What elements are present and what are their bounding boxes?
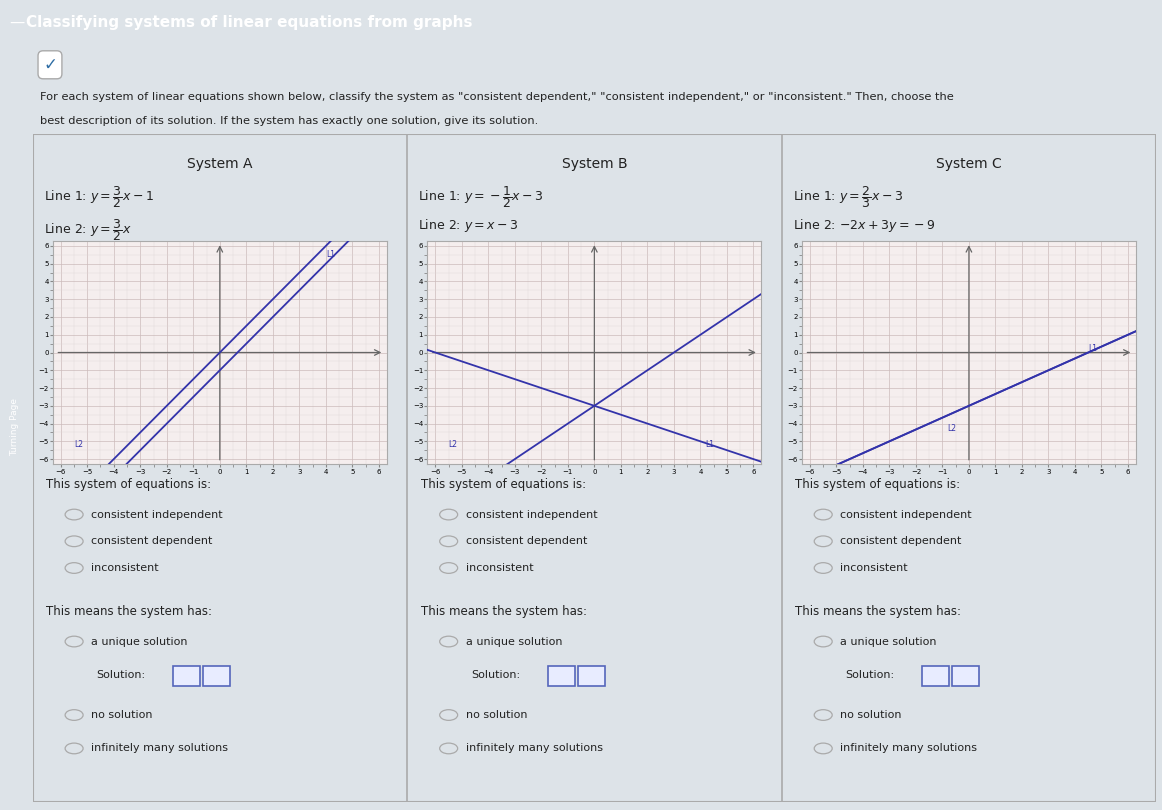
Text: inconsistent: inconsistent [91,563,158,573]
Text: a unique solution: a unique solution [466,637,562,646]
Text: L1: L1 [325,250,335,259]
Text: Line 1: $y=\dfrac{3}{2}x-1$: Line 1: $y=\dfrac{3}{2}x-1$ [44,184,153,210]
Text: This system of equations is:: This system of equations is: [795,478,960,491]
Text: This means the system has:: This means the system has: [795,605,961,618]
Text: inconsistent: inconsistent [466,563,533,573]
Text: best description of its solution. If the system has exactly one solution, give i: best description of its solution. If the… [41,117,538,126]
Text: Turning Page: Turning Page [10,399,19,456]
Text: System A: System A [187,157,252,171]
Text: consistent independent: consistent independent [466,509,597,519]
Text: infinitely many solutions: infinitely many solutions [91,744,228,753]
Text: L1: L1 [705,441,715,450]
FancyBboxPatch shape [578,667,605,686]
Text: consistent dependent: consistent dependent [466,536,587,546]
Text: consistent dependent: consistent dependent [91,536,213,546]
Text: consistent dependent: consistent dependent [840,536,961,546]
Text: L2: L2 [74,441,83,450]
Text: This system of equations is:: This system of equations is: [46,478,211,491]
Text: L2: L2 [449,441,458,450]
Text: System C: System C [937,157,1002,171]
Text: no solution: no solution [466,710,528,720]
FancyBboxPatch shape [547,667,574,686]
Text: —: — [9,15,24,30]
Text: For each system of linear equations shown below, classify the system as "consist: For each system of linear equations show… [41,92,954,102]
Text: This means the system has:: This means the system has: [46,605,211,618]
Text: This means the system has:: This means the system has: [421,605,587,618]
FancyBboxPatch shape [923,667,949,686]
FancyBboxPatch shape [173,667,200,686]
Text: Line 1: $y=-\dfrac{1}{2}x-3$: Line 1: $y=-\dfrac{1}{2}x-3$ [418,184,544,210]
FancyBboxPatch shape [953,667,980,686]
Text: a unique solution: a unique solution [840,637,937,646]
Text: System B: System B [561,157,627,171]
Text: Classifying systems of linear equations from graphs: Classifying systems of linear equations … [26,15,472,30]
Text: a unique solution: a unique solution [91,637,187,646]
Text: Line 1: $y=\dfrac{2}{3}x-3$: Line 1: $y=\dfrac{2}{3}x-3$ [792,184,903,210]
Text: Solution:: Solution: [96,670,145,680]
Text: Line 2: $y=\dfrac{3}{2}x$: Line 2: $y=\dfrac{3}{2}x$ [44,217,131,243]
Text: L2: L2 [948,424,956,433]
Text: This system of equations is:: This system of equations is: [421,478,586,491]
FancyBboxPatch shape [203,667,230,686]
Text: L1: L1 [1089,344,1097,353]
Text: consistent independent: consistent independent [91,509,223,519]
Text: consistent independent: consistent independent [840,509,971,519]
Text: Line 2: $y=x-3$: Line 2: $y=x-3$ [418,217,519,234]
Text: no solution: no solution [91,710,152,720]
Text: inconsistent: inconsistent [840,563,908,573]
Text: infinitely many solutions: infinitely many solutions [840,744,977,753]
Text: Solution:: Solution: [846,670,895,680]
Text: no solution: no solution [840,710,902,720]
Text: infinitely many solutions: infinitely many solutions [466,744,603,753]
Text: Solution:: Solution: [471,670,521,680]
Text: Line 2: $-2x+3y=-9$: Line 2: $-2x+3y=-9$ [792,217,935,234]
Text: ✓: ✓ [43,56,57,74]
